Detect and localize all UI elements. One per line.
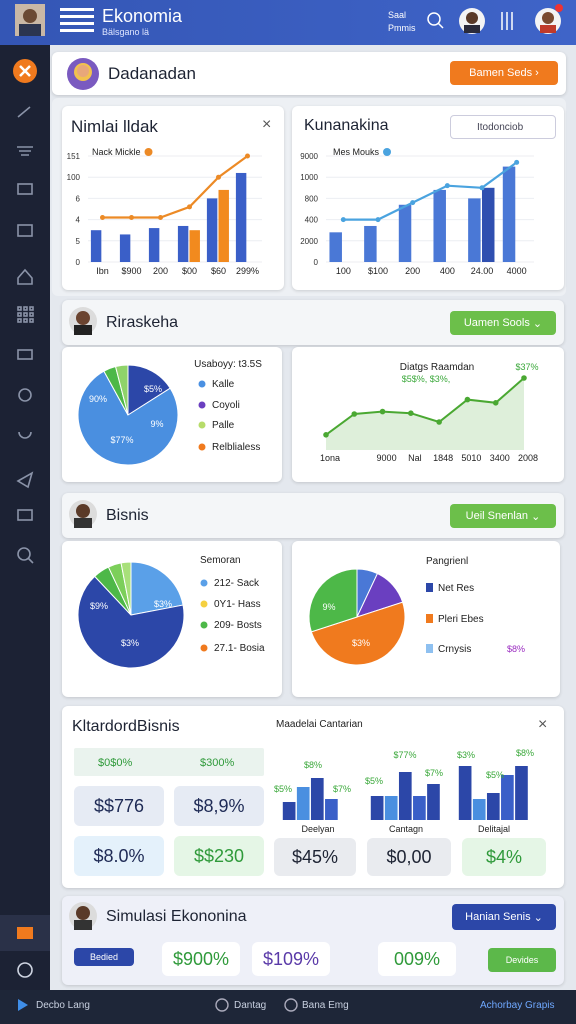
sim-value: $109% <box>262 948 320 969</box>
stat-tile: $8.0% <box>74 836 164 876</box>
stat-tile: $45% <box>274 838 356 876</box>
chart-card: Nimlai lldak × <box>62 106 284 290</box>
avatar <box>69 307 97 335</box>
sim-value: $900% <box>172 948 230 969</box>
card-title: Kunanakina <box>304 117 389 134</box>
chart-card <box>292 347 564 482</box>
header-link[interactable]: Saal <box>388 10 407 20</box>
search-text: Itodonciob <box>477 122 524 133</box>
footer: Decbo Lang Dantag Bana Emg Achorbay Grap… <box>0 990 576 1024</box>
avatar <box>69 902 97 930</box>
sim-tile: $109% <box>252 942 330 976</box>
sim-tile: $900% <box>162 942 240 976</box>
stat-label: $0$0% <box>98 757 133 769</box>
button[interactable]: Bamen Seds › <box>450 61 558 85</box>
sim-tile: 009% <box>378 942 456 976</box>
section-title: Bisnis <box>106 507 149 524</box>
button-label: Uamen Sools <box>463 317 530 329</box>
button-label: Ueil Snenlan <box>465 510 529 522</box>
stat-value: $4% <box>485 846 523 867</box>
stat-tile: $8,9% <box>174 786 264 826</box>
button[interactable]: Ueil Snenlan ⌄ <box>450 504 556 528</box>
stat-label: $300% <box>200 757 235 769</box>
header-icons <box>15 4 563 36</box>
sidebar <box>0 45 50 990</box>
card-title: Nimlai lldak <box>71 117 158 136</box>
close-icon[interactable]: × <box>262 116 272 133</box>
tag-label: Bedied <box>89 952 119 962</box>
stat-value: $0,00 <box>386 846 432 867</box>
stat-bar <box>74 748 264 776</box>
stat-value: $$230 <box>193 845 245 866</box>
avatar <box>67 58 99 90</box>
chart-card <box>62 541 282 697</box>
section-title: Dadanadan <box>108 64 196 83</box>
stat-tile: $4% <box>462 838 546 876</box>
stat-value: $$776 <box>93 795 145 816</box>
section-title: Riraskeha <box>106 314 179 331</box>
stat-tile: $$776 <box>74 786 164 826</box>
button-label: Devides <box>505 955 539 965</box>
footer-text[interactable]: Achorbay Grapis <box>480 1000 555 1011</box>
footer-text[interactable]: Decbo Lang <box>36 1000 90 1011</box>
section-header: Riraskeha Uamen Sools ⌄ <box>62 300 564 345</box>
stat-tile: $0,00 <box>367 838 451 876</box>
header-link[interactable]: Pmmis <box>388 23 416 33</box>
chart-card <box>62 347 282 482</box>
app-subtitle: Bälsgano lä <box>102 27 150 37</box>
tag[interactable]: Bedied <box>74 948 134 966</box>
header: Ekonomia Bälsgano lä Saal Pmmis <box>0 0 576 45</box>
search-box[interactable]: Itodonciob <box>450 115 556 139</box>
chart-card: Kunanakina Itodonciob <box>292 106 564 290</box>
button-label: Bamen Seds <box>469 67 533 79</box>
stat-value: $45% <box>291 846 339 867</box>
footer-text[interactable]: Dantag <box>234 1000 267 1011</box>
close-icon[interactable]: × <box>538 716 548 733</box>
chart-card <box>292 541 560 697</box>
sidebar-icons <box>0 59 50 978</box>
section-header: Dadanadan Bamen Seds › <box>52 52 566 95</box>
footer-text[interactable]: Bana Emg <box>302 1000 349 1011</box>
button[interactable]: Hanian Senis ⌄ <box>452 904 556 930</box>
button-label: Hanian Senis <box>465 911 531 923</box>
section-title: Simulasi Ekononina <box>106 908 247 925</box>
footer-icons <box>18 998 298 1012</box>
avatar <box>69 500 97 528</box>
app-title: Ekonomia <box>102 6 183 26</box>
button[interactable]: Devides <box>488 948 556 972</box>
sim-value: 009% <box>393 948 441 969</box>
section-header: Bisnis Ueil Snenlan ⌄ <box>62 493 564 538</box>
stat-value: $8.0% <box>93 845 145 866</box>
stat-tile: $$230 <box>174 836 264 876</box>
simulation-card: Simulasi Ekononina Hanian Senis ⌄ Bedied… <box>62 896 564 985</box>
stat-value: $8,9% <box>193 795 245 816</box>
button[interactable]: Uamen Sools ⌄ <box>450 311 556 335</box>
card-title: KltardordBisnis <box>72 718 180 735</box>
stats-card: KltardordBisnis × $0$0% $300% $$776 $8,9… <box>62 706 564 888</box>
